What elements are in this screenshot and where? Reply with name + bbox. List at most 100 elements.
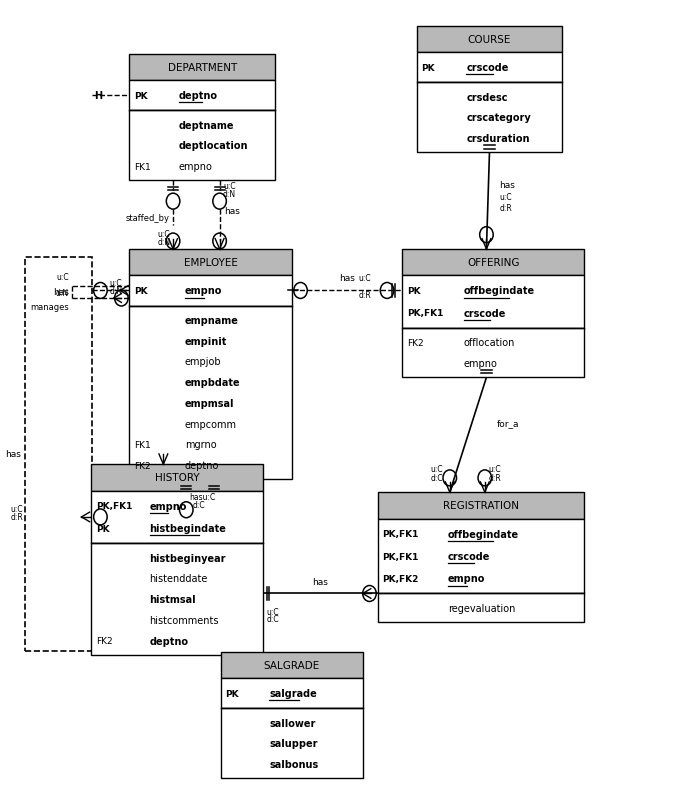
Bar <box>91 544 264 655</box>
Bar <box>377 519 584 593</box>
Text: u:C: u:C <box>358 274 371 283</box>
Bar <box>402 276 584 329</box>
Text: offlocation: offlocation <box>464 338 515 348</box>
Bar <box>402 249 584 276</box>
Text: crscode: crscode <box>464 309 506 318</box>
Bar <box>130 55 275 81</box>
Text: offbegindate: offbegindate <box>464 286 535 296</box>
Text: u:C: u:C <box>158 229 170 238</box>
Text: d:N: d:N <box>55 288 68 297</box>
Text: empno: empno <box>179 162 213 172</box>
Text: empmsal: empmsal <box>185 399 234 408</box>
Text: regevaluation: regevaluation <box>448 603 515 613</box>
Bar <box>402 329 584 378</box>
Bar <box>221 652 363 678</box>
Text: PK,FK1: PK,FK1 <box>382 529 419 538</box>
Text: EMPLOYEE: EMPLOYEE <box>184 257 237 268</box>
Text: d:R: d:R <box>500 204 513 213</box>
Text: REGISTRATION: REGISTRATION <box>443 500 519 511</box>
Bar <box>130 249 292 276</box>
Text: u:C: u:C <box>56 273 68 282</box>
Text: histbegindate: histbegindate <box>150 524 226 533</box>
Text: deptno: deptno <box>185 460 219 471</box>
Text: PK,FK1: PK,FK1 <box>382 552 419 561</box>
Text: deptno: deptno <box>179 91 218 101</box>
Bar <box>417 83 562 153</box>
Text: deptno: deptno <box>150 636 188 646</box>
Bar <box>377 492 584 519</box>
Text: for_a: for_a <box>497 419 519 427</box>
Text: u:C: u:C <box>11 504 23 514</box>
Text: has: has <box>52 288 68 297</box>
Text: has: has <box>5 450 21 459</box>
Text: deptlocation: deptlocation <box>179 141 248 151</box>
Text: PK: PK <box>226 689 239 698</box>
Text: PK,FK1: PK,FK1 <box>406 309 443 318</box>
Text: OFFERING: OFFERING <box>467 257 520 268</box>
Text: FK1: FK1 <box>135 162 151 172</box>
Text: PK: PK <box>135 286 148 296</box>
Text: COURSE: COURSE <box>468 34 511 45</box>
Text: u:C: u:C <box>223 181 235 190</box>
Text: has: has <box>224 207 239 216</box>
Text: crscode: crscode <box>466 63 509 73</box>
Text: DEPARTMENT: DEPARTMENT <box>168 63 237 73</box>
Text: SALGRADE: SALGRADE <box>264 660 320 670</box>
Text: PK,FK1: PK,FK1 <box>96 501 132 511</box>
Text: empno: empno <box>448 573 485 584</box>
Text: histbeginyear: histbeginyear <box>150 553 226 563</box>
Text: empjob: empjob <box>185 357 221 367</box>
Text: d:R: d:R <box>358 291 371 300</box>
Bar <box>130 81 275 111</box>
Text: u:C: u:C <box>500 193 512 202</box>
Text: FK2: FK2 <box>135 461 151 470</box>
Text: empcomm: empcomm <box>185 419 237 429</box>
Text: crsduration: crsduration <box>466 134 530 144</box>
Text: PK: PK <box>422 63 435 72</box>
Text: mgrno: mgrno <box>185 439 216 450</box>
Bar <box>25 257 92 651</box>
Text: empno: empno <box>464 358 498 369</box>
Text: staffed_by: staffed_by <box>126 213 170 222</box>
Bar <box>130 276 292 306</box>
Bar <box>221 678 363 708</box>
Text: crscode: crscode <box>448 551 490 561</box>
Text: empno: empno <box>185 286 222 296</box>
Text: deptname: deptname <box>179 120 235 131</box>
Text: HISTORY: HISTORY <box>155 473 199 483</box>
Text: salgrade: salgrade <box>269 688 317 699</box>
Text: d:C: d:C <box>267 615 279 624</box>
Text: FK2: FK2 <box>96 636 112 646</box>
Text: empinit: empinit <box>185 336 227 346</box>
Text: PK,FK2: PK,FK2 <box>382 574 419 583</box>
Text: PK: PK <box>96 524 109 533</box>
Bar <box>377 593 584 622</box>
Text: has: has <box>339 274 355 283</box>
Text: salupper: salupper <box>269 739 317 748</box>
Text: PK: PK <box>406 286 420 296</box>
Bar <box>221 708 363 779</box>
Text: hasu:C: hasu:C <box>190 493 216 502</box>
Text: FK2: FK2 <box>406 338 423 347</box>
Text: manages: manages <box>30 302 68 312</box>
Text: d:N: d:N <box>110 286 123 296</box>
Text: histmsal: histmsal <box>150 594 196 605</box>
Bar <box>130 306 292 480</box>
Text: histcomments: histcomments <box>150 615 219 625</box>
Text: salbonus: salbonus <box>269 759 318 769</box>
Text: d:C: d:C <box>193 500 206 510</box>
Text: d:R: d:R <box>10 512 23 522</box>
Text: empname: empname <box>185 315 239 326</box>
Text: d:N: d:N <box>157 237 170 246</box>
Text: has: has <box>500 181 515 190</box>
Text: u:C: u:C <box>267 607 279 616</box>
Text: FK1: FK1 <box>135 440 151 449</box>
Bar <box>417 53 562 83</box>
Text: PK: PK <box>135 91 148 100</box>
Text: sallower: sallower <box>269 718 315 727</box>
Text: histenddate: histenddate <box>150 573 208 584</box>
Text: has: has <box>313 577 328 585</box>
Text: crsdesc: crsdesc <box>466 92 508 103</box>
Text: H: H <box>95 91 102 101</box>
Text: offbegindate: offbegindate <box>448 529 519 539</box>
